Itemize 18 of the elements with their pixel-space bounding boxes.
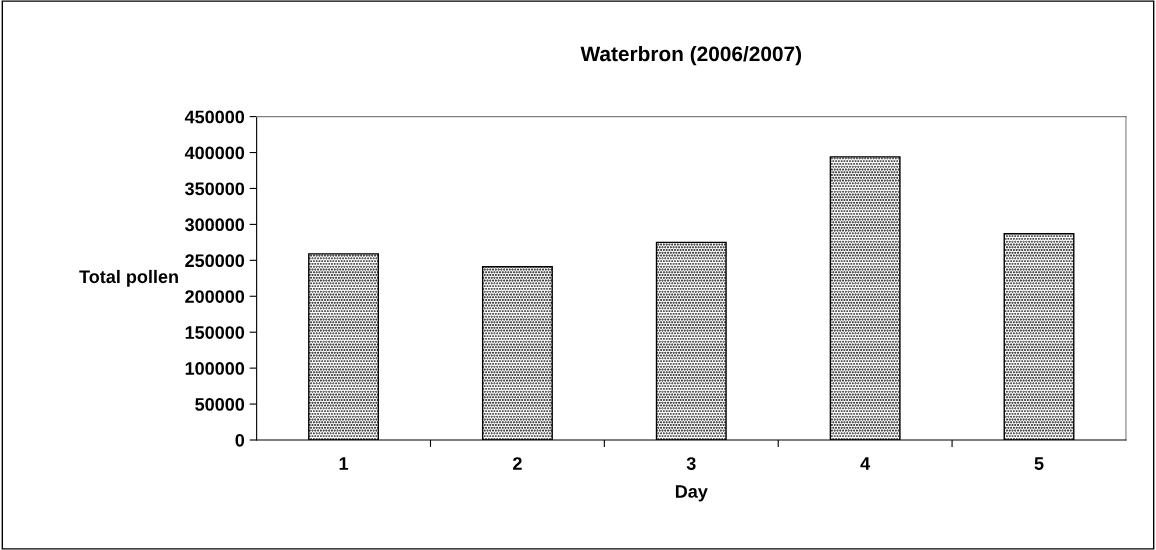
x-axis-title: Day	[675, 485, 708, 502]
y-tick-label: 100000	[185, 362, 245, 375]
y-tick-label: 150000	[185, 326, 245, 339]
x-tick-label: 2	[513, 457, 522, 470]
y-tick-label: 450000	[184, 110, 245, 124]
y-tick-label: 400000	[184, 146, 245, 160]
y-tick-label: 50000	[195, 398, 245, 411]
x-tick-label: 1	[339, 457, 349, 470]
y-tick-label: 250000	[185, 254, 245, 268]
x-tick-label: 4	[860, 457, 871, 470]
x-tick-label: 5	[1034, 457, 1044, 470]
chart-title: Waterbron (2006/2007)	[580, 45, 802, 66]
y-tick-label: 350000	[185, 182, 245, 196]
x-tick-label: 3	[686, 457, 696, 470]
y-tick-label: 300000	[185, 218, 245, 232]
y-tick-label: 200000	[185, 290, 245, 303]
y-axis-title: Total pollen	[79, 269, 178, 287]
y-tick-label: 0	[235, 433, 245, 447]
